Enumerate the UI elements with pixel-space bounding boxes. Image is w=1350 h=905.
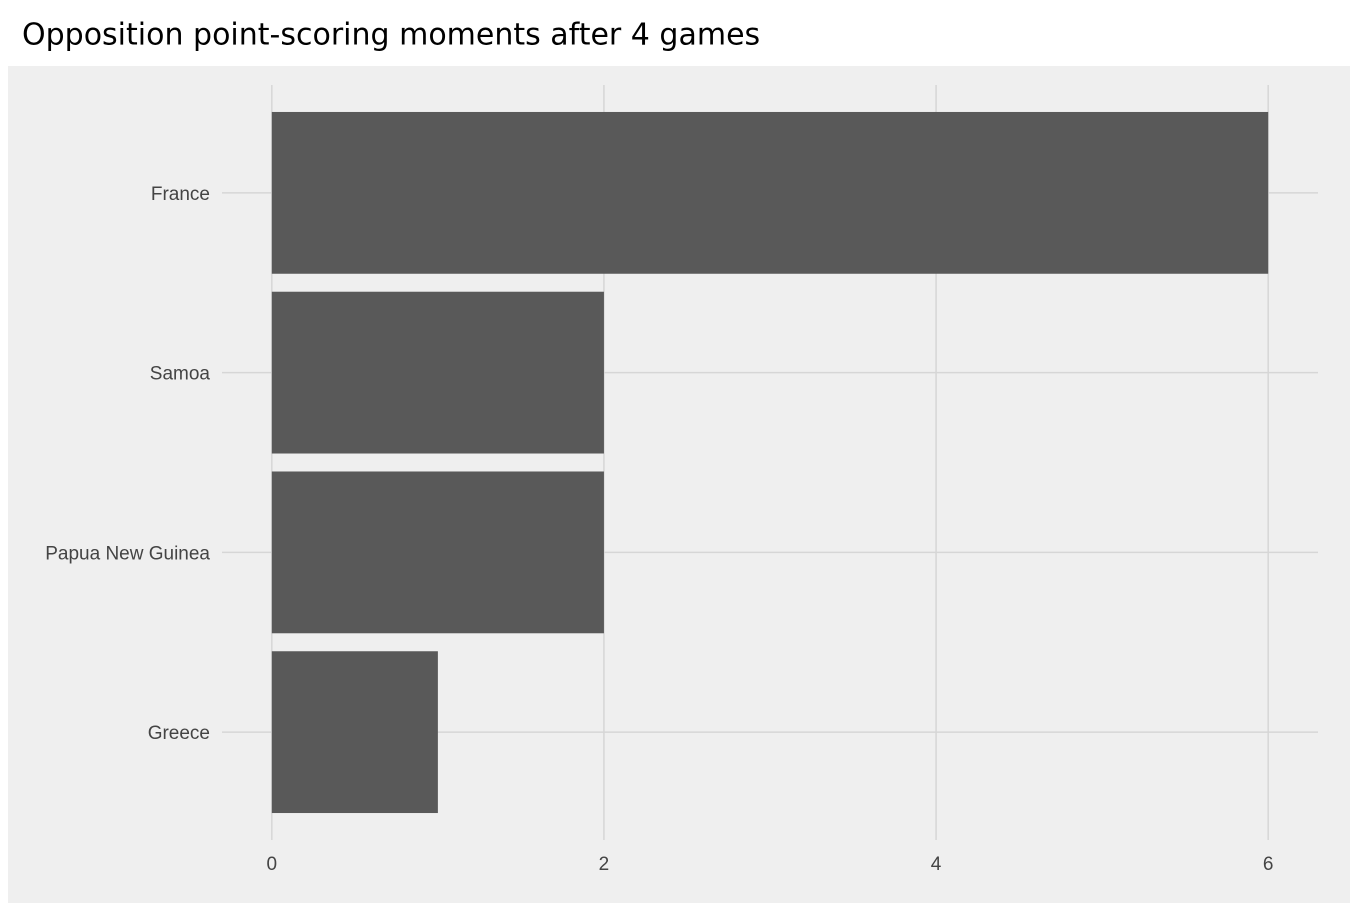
chart-title: Opposition point-scoring moments after 4… (22, 18, 760, 53)
x-tick-label: 0 (267, 854, 278, 875)
bar (271, 111, 1269, 274)
x-tick-label: 4 (931, 854, 942, 875)
y-tick-label: France (151, 184, 210, 205)
y-tick-label: Papua New Guinea (45, 543, 210, 564)
y-tick-label: Greece (148, 723, 210, 744)
x-tick-label: 2 (599, 854, 610, 875)
bar (271, 651, 438, 814)
bar (271, 471, 604, 634)
bar (271, 291, 604, 454)
y-tick-label: Samoa (150, 364, 211, 385)
x-tick-label: 6 (1263, 854, 1274, 875)
